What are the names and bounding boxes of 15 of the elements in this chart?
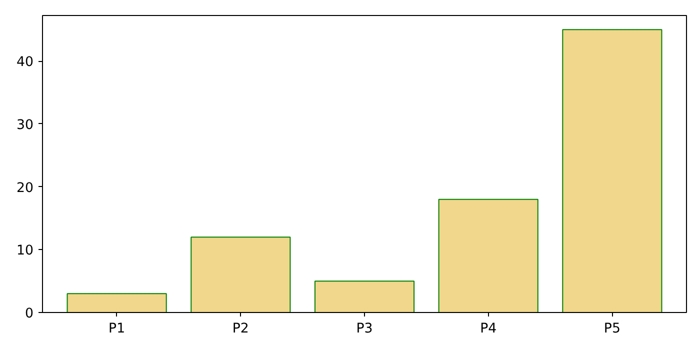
- x-tick-label: P5: [604, 322, 620, 336]
- bar: [314, 280, 415, 312]
- x-tick-label: P2: [232, 322, 249, 336]
- y-tick-label: 10: [16, 244, 34, 259]
- x-tick-label: P3: [356, 322, 373, 336]
- x-tick-label: P4: [480, 322, 497, 336]
- bar: [438, 198, 538, 312]
- bar: [562, 29, 662, 312]
- y-tick-label: 40: [16, 55, 34, 70]
- y-tick-label: 30: [16, 118, 34, 133]
- bar: [66, 293, 167, 312]
- y-tick-label: 0: [25, 306, 34, 322]
- bar: [190, 236, 291, 312]
- y-tick-label: 20: [16, 180, 34, 196]
- x-tick-label: P1: [108, 322, 126, 336]
